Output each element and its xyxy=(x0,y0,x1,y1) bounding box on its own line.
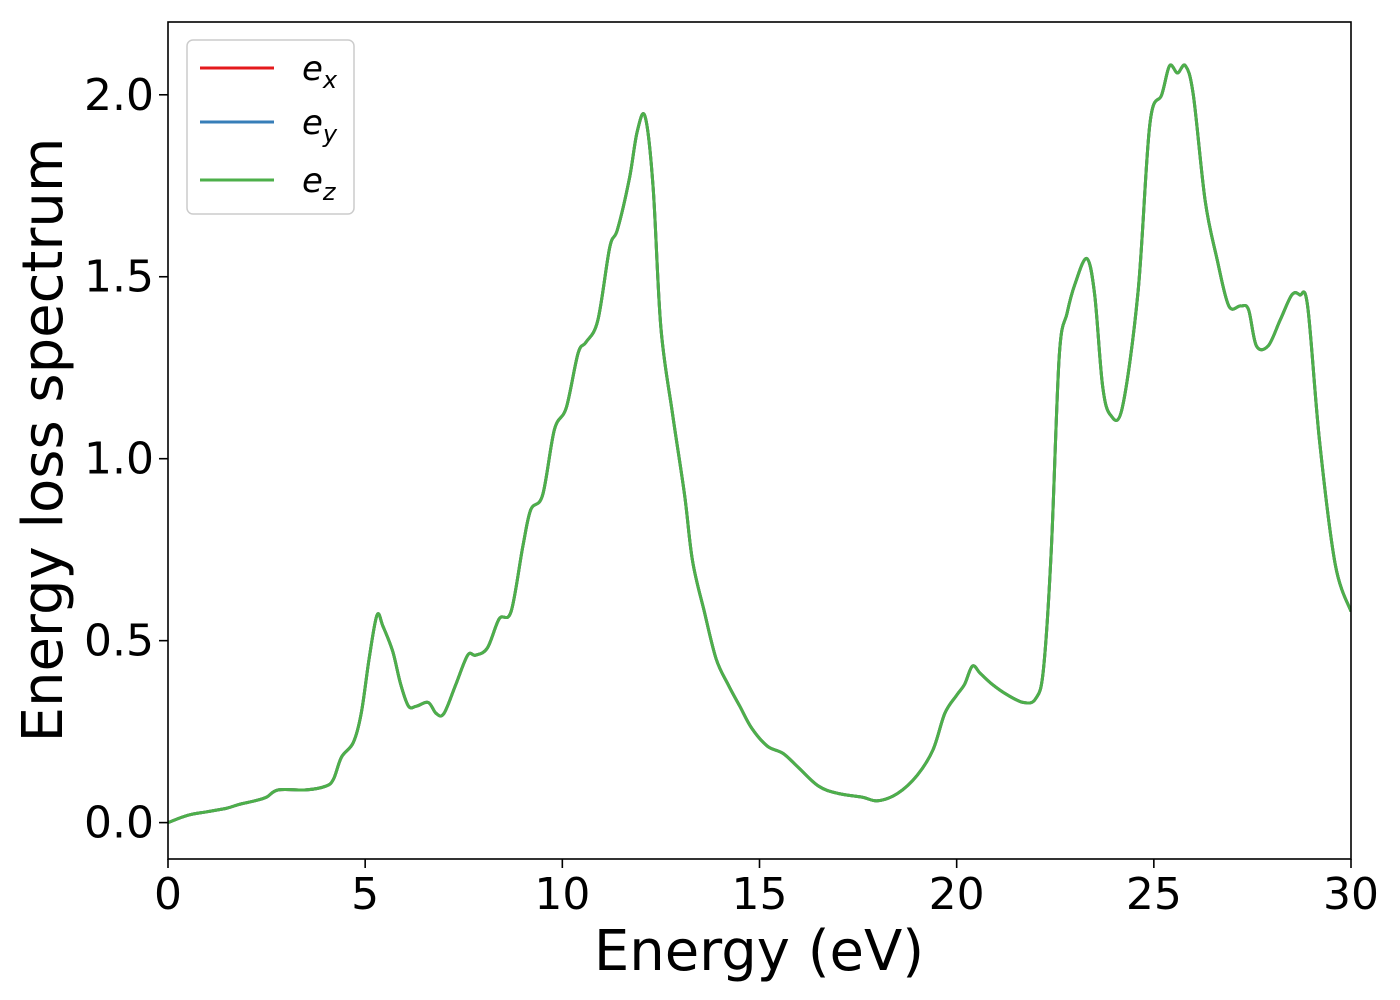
x-tick-label: 25 xyxy=(1126,869,1182,920)
x-tick-label: 20 xyxy=(929,869,985,920)
y-axis-label: Energy loss spectrum xyxy=(11,138,76,743)
x-tick-label: 10 xyxy=(534,869,590,920)
legend: ex ey ez xyxy=(186,39,355,215)
series-line-e-z xyxy=(168,63,1351,825)
y-tick-label: 1.5 xyxy=(84,252,154,303)
legend-label: ex xyxy=(302,49,338,94)
y-tick-label: 0.5 xyxy=(84,616,154,667)
x-tick-label: 30 xyxy=(1323,869,1379,920)
y-tick-label: 0.0 xyxy=(84,798,154,849)
y-axis-ticks: 0.0 0.5 1.0 1.5 2.0 xyxy=(84,70,168,849)
x-axis-ticks: 0 5 10 15 20 25 30 xyxy=(154,859,1379,920)
x-tick-label: 0 xyxy=(154,869,182,920)
x-axis-label: Energy (eV) xyxy=(594,919,924,984)
legend-label: ez xyxy=(302,161,337,206)
x-tick-label: 5 xyxy=(351,869,379,920)
axes-frame xyxy=(167,21,1352,860)
x-tick-label: 15 xyxy=(732,869,788,920)
legend-box xyxy=(186,39,355,215)
series-lines xyxy=(168,63,1351,825)
y-tick-label: 2.0 xyxy=(84,70,154,121)
legend-label: ey xyxy=(302,103,338,148)
y-tick-label: 1.0 xyxy=(84,434,154,485)
